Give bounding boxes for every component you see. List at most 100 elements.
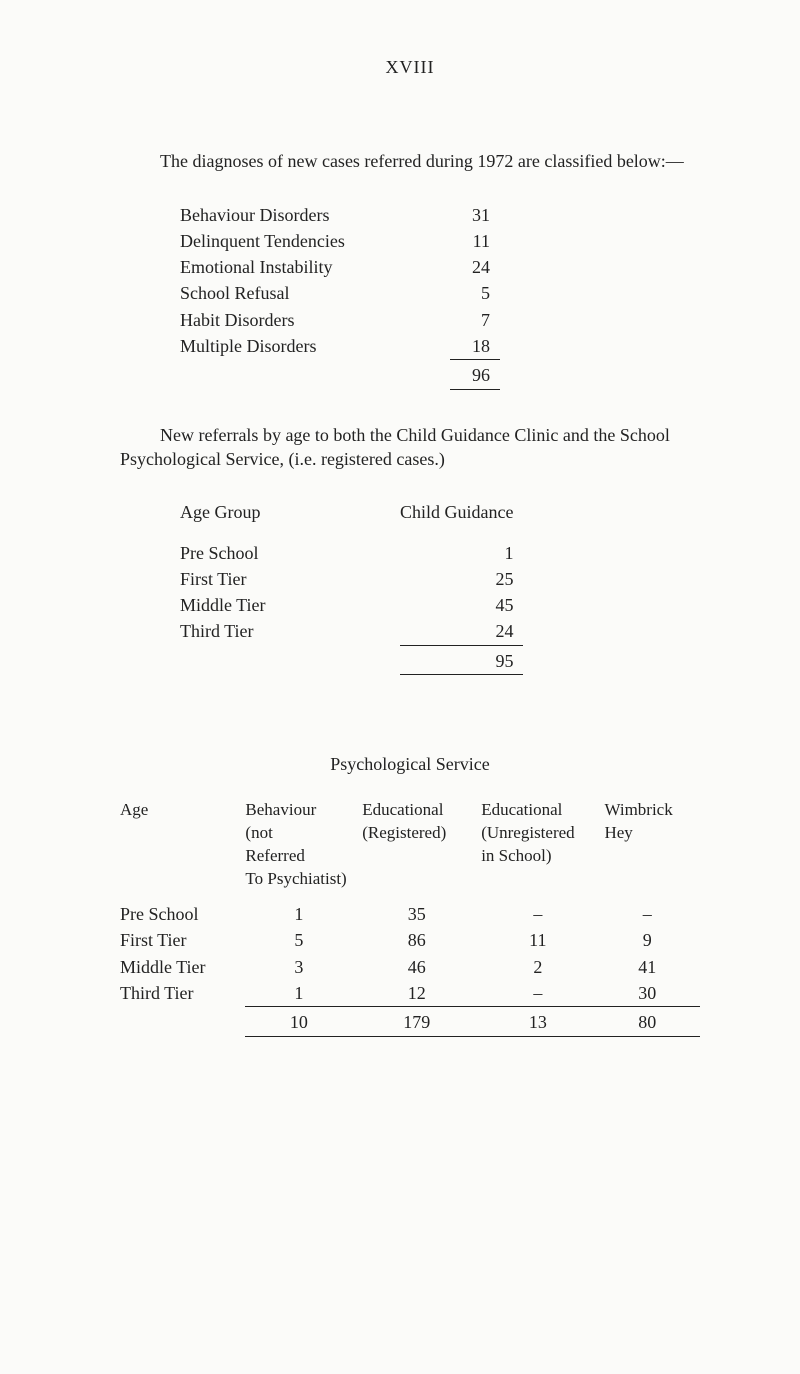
spacer-cell — [330, 566, 400, 592]
psy-reg-value: 86 — [362, 927, 481, 953]
table-rule-row — [180, 389, 500, 393]
table-row: Third Tier 24 — [180, 618, 523, 645]
table-header-row: Age Group Child Guidance — [180, 499, 523, 525]
diagnosis-label: Behaviour Disorders — [180, 202, 450, 228]
diagnosis-value: 7 — [450, 307, 500, 333]
blank-cell — [120, 1007, 245, 1036]
table-row: School Refusal 5 — [180, 280, 500, 306]
diagnosis-label: Emotional Instability — [180, 254, 450, 280]
age-group-header: Age Group — [180, 499, 330, 525]
spacer-cell — [330, 592, 400, 618]
spacer-cell — [330, 618, 400, 645]
diagnosis-value: 18 — [450, 333, 500, 360]
diagnosis-value: 31 — [450, 202, 500, 228]
table-total-row: 95 — [180, 645, 523, 674]
psychological-service-table: Age Behaviour (not Referred To Psychiati… — [120, 798, 700, 1039]
age-group-label: Pre School — [180, 540, 330, 566]
spacer-cell — [180, 526, 330, 540]
age-group-value: 45 — [400, 592, 523, 618]
psychological-service-heading: Psychological Service — [120, 752, 700, 776]
spacer-cell — [330, 645, 400, 674]
col-header-unregistered: Educational (Unregistered in School) — [481, 798, 604, 901]
blank-cell — [180, 645, 330, 674]
diagnosis-value: 11 — [450, 228, 500, 254]
blank-cell — [120, 1036, 245, 1040]
spacer-cell — [330, 675, 400, 679]
psy-unr-value: 2 — [481, 954, 604, 980]
diagnosis-label: Delinquent Tendencies — [180, 228, 450, 254]
blank-cell — [180, 675, 330, 679]
col-header-behaviour: Behaviour (not Referred To Psychiatist) — [245, 798, 362, 901]
diagnosis-value: 5 — [450, 280, 500, 306]
psy-wim-value: – — [604, 901, 700, 927]
col-header-registered: Educational (Registered) — [362, 798, 481, 901]
col-header-age: Age — [120, 798, 245, 901]
psy-beh-value: 1 — [245, 901, 362, 927]
page: XVIII The diagnoses of new cases referre… — [0, 0, 800, 1374]
diagnosis-total: 96 — [450, 360, 500, 389]
table-row: Delinquent Tendencies 11 — [180, 228, 500, 254]
table-row: Emotional Instability 24 — [180, 254, 500, 280]
psy-beh-value: 5 — [245, 927, 362, 953]
psy-beh-total: 10 — [245, 1007, 362, 1036]
age-group-total: 95 — [400, 645, 523, 674]
table-row: Pre School 1 35 – – — [120, 901, 700, 927]
rule-cell — [450, 389, 500, 393]
diagnosis-total-value: 96 — [472, 365, 490, 385]
psy-age-label: Pre School — [120, 901, 245, 927]
psy-unr-value: – — [481, 980, 604, 1007]
psy-reg-value: 35 — [362, 901, 481, 927]
child-guidance-header: Child Guidance — [400, 499, 523, 525]
psy-wim-value: 30 — [604, 980, 700, 1007]
rule-cell — [400, 675, 523, 679]
age-group-label: Middle Tier — [180, 592, 330, 618]
table-row: Behaviour Disorders 31 — [180, 202, 500, 228]
table-row: Pre School 1 — [180, 540, 523, 566]
rule-cell — [481, 1036, 604, 1040]
diagnoses-table: Behaviour Disorders 31 Delinquent Tenden… — [180, 202, 500, 393]
psy-beh-value: 3 — [245, 954, 362, 980]
rule-cell — [362, 1036, 481, 1040]
intro-paragraph-1: The diagnoses of new cases referred duri… — [120, 149, 700, 173]
page-number: XVIII — [120, 55, 700, 79]
psy-reg-total: 179 — [362, 1007, 481, 1036]
table-header-row: Age Behaviour (not Referred To Psychiati… — [120, 798, 700, 901]
section-gap — [120, 708, 700, 742]
age-group-value: 24 — [400, 618, 523, 645]
diagnosis-label: Habit Disorders — [180, 307, 450, 333]
psy-unr-value: 11 — [481, 927, 604, 953]
table-rule-row — [120, 1036, 700, 1040]
psy-wim-value: 41 — [604, 954, 700, 980]
child-guidance-table: Age Group Child Guidance Pre School 1 Fi… — [180, 499, 523, 678]
table-row: Middle Tier 3 46 2 41 — [120, 954, 700, 980]
diagnosis-value: 24 — [450, 254, 500, 280]
rule-cell — [245, 1036, 362, 1040]
psy-wim-total: 80 — [604, 1007, 700, 1036]
spacer-row — [180, 526, 523, 540]
age-group-label: First Tier — [180, 566, 330, 592]
table-row: First Tier 25 — [180, 566, 523, 592]
psy-unr-value: – — [481, 901, 604, 927]
table-total-row: 96 — [180, 360, 500, 389]
psy-age-label: Third Tier — [120, 980, 245, 1007]
table-row: Multiple Disorders 18 — [180, 333, 500, 360]
psy-beh-value: 1 — [245, 980, 362, 1007]
psy-wim-value: 9 — [604, 927, 700, 953]
intro-paragraph-2: New referrals by age to both the Child G… — [120, 423, 700, 472]
spacer-cell — [330, 499, 400, 525]
psy-age-label: Middle Tier — [120, 954, 245, 980]
age-group-value: 1 — [400, 540, 523, 566]
table-row: Middle Tier 45 — [180, 592, 523, 618]
table-row: Third Tier 1 12 – 30 — [120, 980, 700, 1007]
table-row: Habit Disorders 7 — [180, 307, 500, 333]
age-group-value: 25 — [400, 566, 523, 592]
table-rule-row — [180, 675, 523, 679]
psy-reg-value: 46 — [362, 954, 481, 980]
spacer-cell — [330, 540, 400, 566]
age-group-label: Third Tier — [180, 618, 330, 645]
table-row: First Tier 5 86 11 9 — [120, 927, 700, 953]
rule-cell — [604, 1036, 700, 1040]
col-header-wimbrick: Wimbrick Hey — [604, 798, 700, 901]
psy-unr-total: 13 — [481, 1007, 604, 1036]
blank-cell — [180, 360, 450, 389]
